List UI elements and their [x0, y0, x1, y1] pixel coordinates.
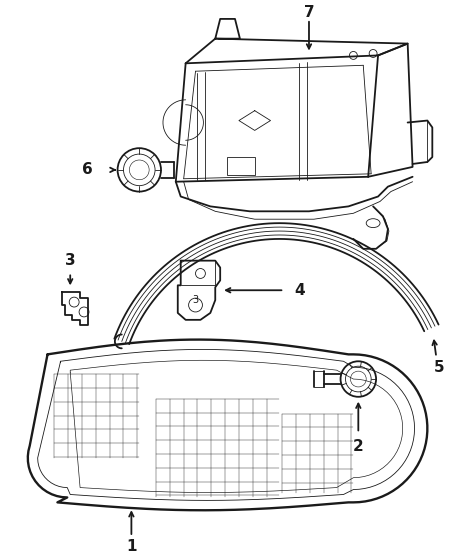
Text: 3: 3 [65, 253, 75, 268]
Text: 4: 4 [294, 283, 305, 298]
Text: 2: 2 [353, 439, 364, 454]
Text: 6: 6 [81, 162, 92, 177]
Text: 7: 7 [304, 4, 314, 20]
Text: 1: 1 [126, 539, 137, 555]
Bar [227, 157, 255, 175]
Text: 3: 3 [192, 295, 198, 305]
Text: 5: 5 [434, 360, 445, 375]
